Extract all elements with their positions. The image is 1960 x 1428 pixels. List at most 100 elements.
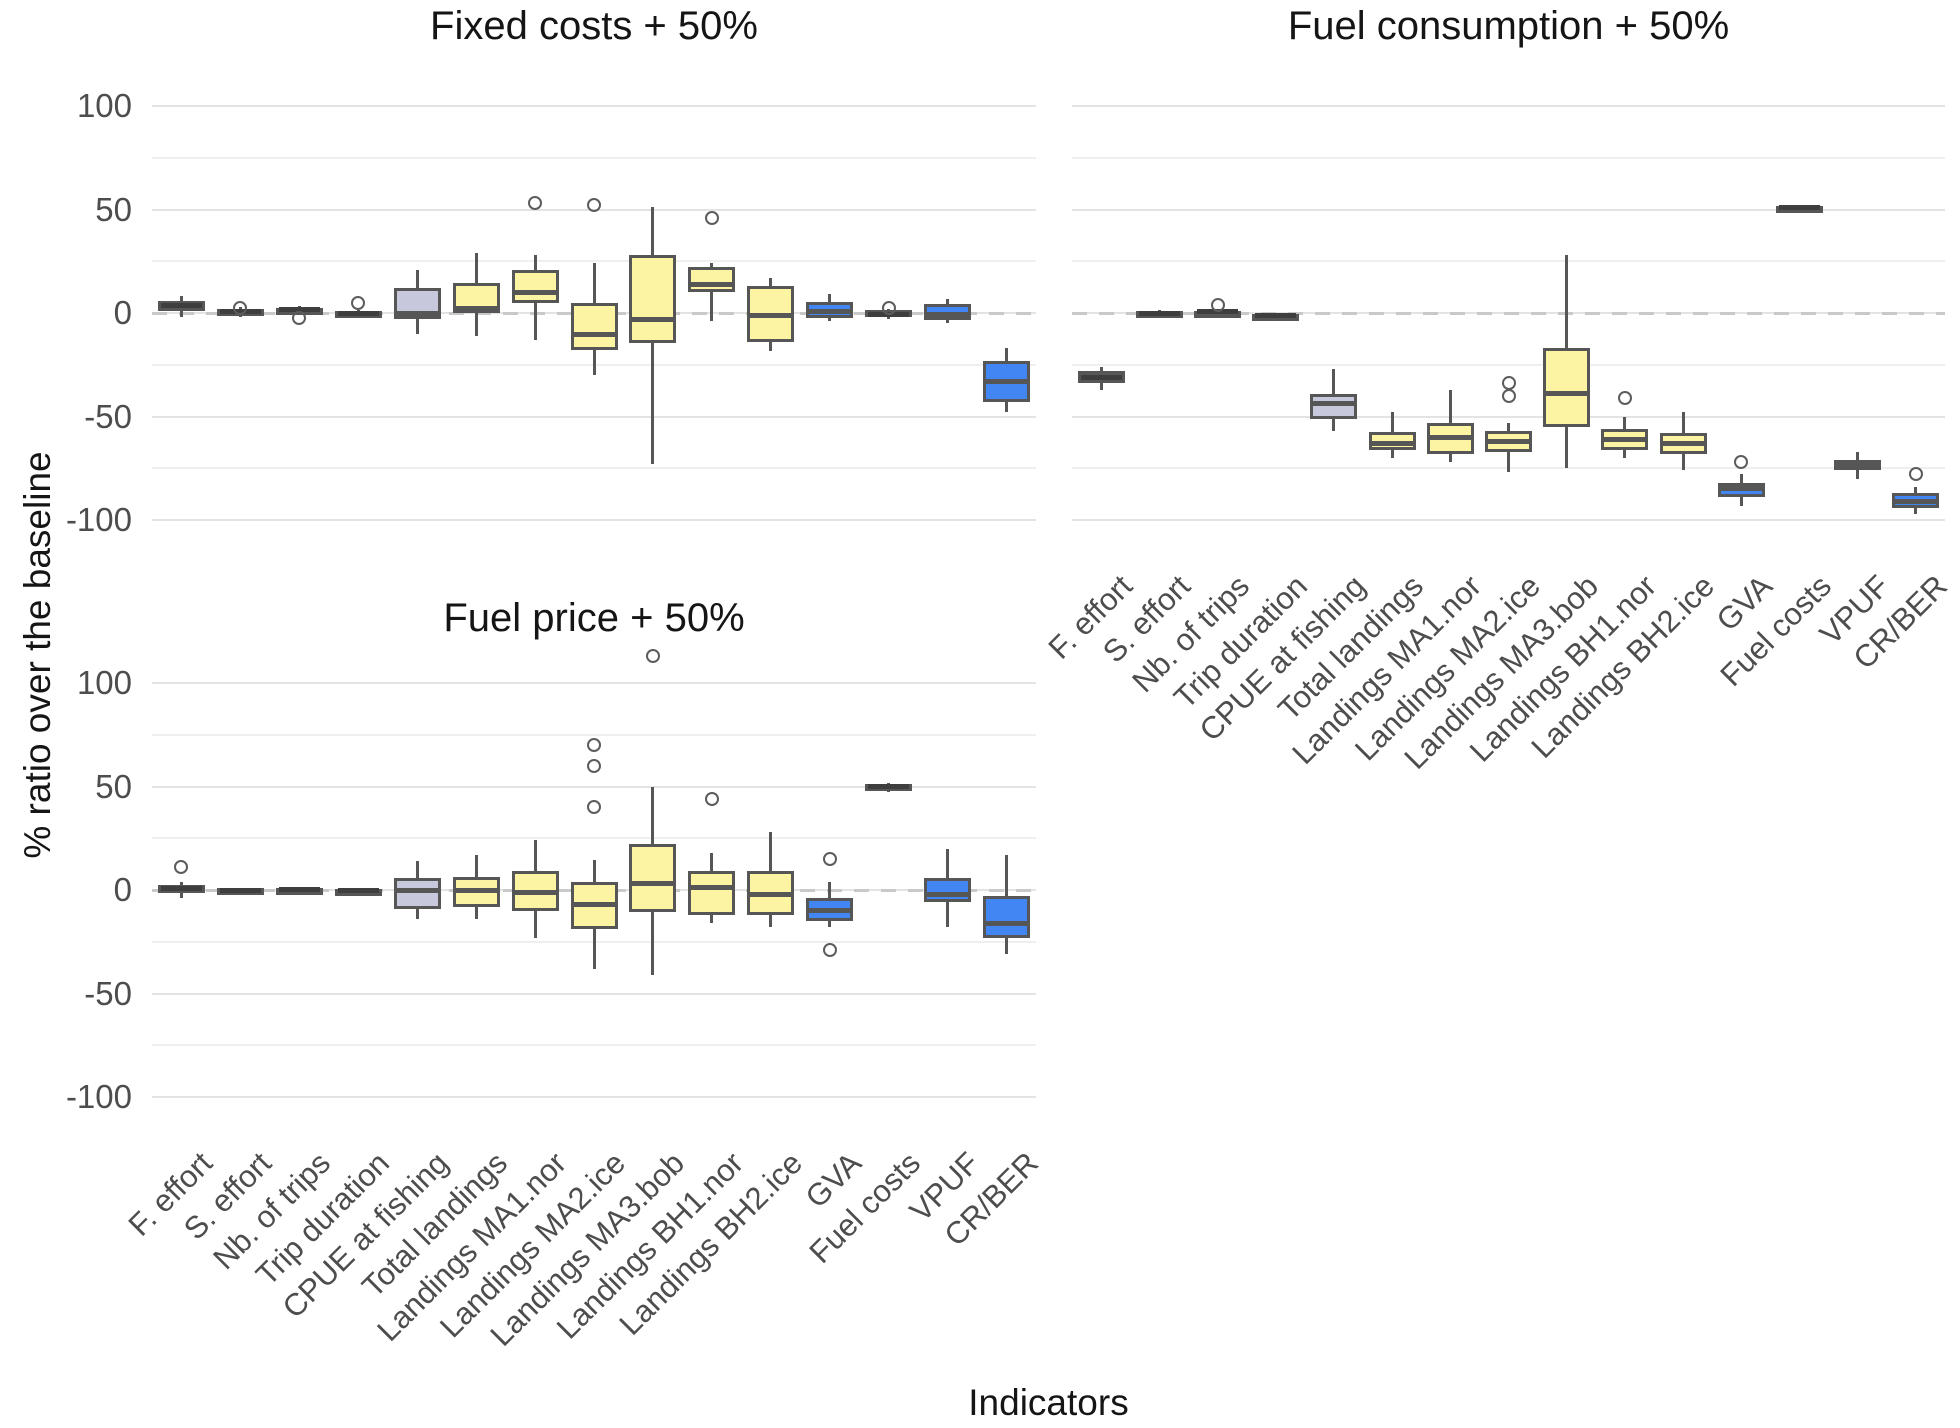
median-line: [514, 289, 556, 295]
whisker: [710, 263, 714, 322]
median-line: [750, 312, 792, 318]
outlier-point: [1501, 388, 1516, 403]
y-tick-label: 0: [113, 294, 132, 331]
panel-fuel-price: [152, 637, 1036, 1134]
median-line: [1604, 436, 1646, 442]
gridline: [152, 105, 1036, 107]
median-line: [1371, 440, 1413, 446]
median-line: [927, 891, 969, 897]
median-line: [986, 920, 1028, 926]
panel-title-fuel-consumption: Fuel consumption + 50%: [1287, 4, 1730, 48]
x-axis-title: Indicators: [968, 1382, 1129, 1423]
outlier-point: [881, 300, 896, 315]
median-line: [573, 332, 615, 338]
outlier-point: [587, 198, 601, 213]
gridline: [152, 415, 1036, 418]
gridline: [152, 733, 1036, 736]
y-tick-label: 50: [95, 767, 132, 805]
median-line: [1546, 391, 1588, 397]
median-line: [750, 891, 792, 897]
gridline: [152, 260, 1036, 263]
outlier-point: [822, 943, 837, 958]
median-line: [809, 309, 851, 315]
median-line: [396, 887, 438, 893]
gridline: [1072, 105, 1945, 107]
median-line: [986, 378, 1028, 384]
median-line: [337, 887, 379, 893]
median-line: [632, 881, 674, 887]
median-line: [514, 889, 556, 895]
median-line: [278, 886, 320, 892]
outlier-point: [587, 738, 601, 753]
outlier-point: [1908, 467, 1923, 482]
outlier-point: [1617, 390, 1632, 405]
y-tick-label: 100: [76, 87, 132, 124]
box-cr-ber: [983, 896, 1031, 938]
box-cpue-at-fishing: [393, 877, 441, 909]
median-line: [1837, 462, 1879, 468]
median-line: [1779, 204, 1820, 210]
y-tick-label: 0: [113, 871, 132, 908]
median-line: [160, 886, 202, 892]
gridline: [1072, 415, 1945, 418]
median-line: [337, 310, 379, 316]
y-tick-label: 50: [95, 190, 132, 228]
outlier-point: [292, 311, 307, 326]
gridline: [152, 1096, 1036, 1098]
y-tick-label: 100: [76, 664, 132, 701]
gridline: [152, 837, 1036, 840]
box-vpuf: [924, 877, 972, 903]
median-line: [927, 311, 969, 317]
median-line: [632, 316, 674, 322]
baseline-dashed-zero: [1072, 312, 1945, 315]
gridline: [152, 156, 1036, 159]
panel-fixed-costs: [152, 60, 1036, 557]
median-line: [1662, 440, 1704, 446]
gridline: [152, 1044, 1036, 1047]
box-landings-ma3-bob: [629, 255, 677, 343]
median-line: [278, 306, 320, 312]
box-landings-bh1-nor: [688, 267, 736, 293]
median-line: [1313, 400, 1355, 406]
outlier-point: [645, 649, 660, 664]
median-line: [1080, 374, 1122, 380]
outlier-point: [528, 196, 543, 211]
gridline: [152, 992, 1036, 995]
outlier-point: [587, 758, 601, 773]
median-line: [573, 901, 615, 907]
y-tick-label: -50: [84, 397, 132, 435]
median-line: [396, 310, 438, 316]
outlier-point: [233, 300, 248, 315]
box-landings-ma2-ice: [570, 302, 618, 351]
panel-title-fixed-costs: Fixed costs + 50%: [430, 4, 758, 48]
median-line: [691, 281, 733, 287]
outlier-point: [351, 296, 366, 311]
box-landings-ma1-nor: [511, 269, 559, 303]
y-tick-label: -100: [65, 1078, 132, 1115]
gridline: [152, 785, 1036, 788]
outlier-point: [587, 800, 601, 815]
outlier-point: [704, 210, 719, 225]
median-line: [1197, 309, 1238, 315]
median-line: [691, 885, 733, 891]
gridline: [152, 519, 1036, 521]
outlier-point: [822, 851, 837, 866]
outlier-point: [1210, 297, 1225, 312]
median-line: [219, 887, 261, 893]
y-tick-label: -100: [65, 501, 132, 538]
y-tick-label: -50: [84, 974, 132, 1012]
median-line: [1429, 434, 1471, 440]
gridline: [1072, 519, 1945, 521]
median-line: [455, 887, 497, 893]
median-line: [1255, 313, 1297, 319]
median-line: [1138, 310, 1180, 316]
box-landings-ma3-bob: [629, 844, 677, 912]
gridline: [1072, 208, 1945, 211]
median-line: [868, 784, 910, 790]
outlier-point: [174, 860, 189, 875]
median-line: [1895, 498, 1937, 504]
median-line: [455, 306, 497, 312]
y-axis-title: % ratio over the baseline: [17, 451, 58, 859]
gridline: [1072, 260, 1945, 263]
